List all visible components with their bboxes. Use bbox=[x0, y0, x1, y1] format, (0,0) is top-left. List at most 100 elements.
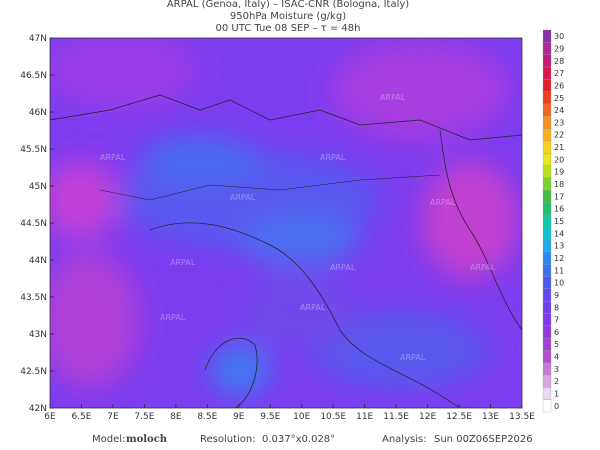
colorbar-cell bbox=[542, 165, 552, 179]
colorbar-cell bbox=[542, 66, 552, 80]
colorbar-cell bbox=[542, 153, 552, 166]
colorbar-label: 11 bbox=[554, 266, 564, 275]
colorbar-cell bbox=[542, 190, 552, 203]
colorbar-label: 27 bbox=[554, 69, 564, 78]
watermark: ARPAL bbox=[100, 153, 126, 162]
colorbar-label: 26 bbox=[554, 81, 564, 90]
colorbar-cell bbox=[542, 399, 552, 413]
lat-label: 43N bbox=[29, 330, 47, 340]
colorbar-label: 1 bbox=[554, 390, 559, 399]
watermark: ARPAL bbox=[300, 303, 326, 312]
colorbar-cell bbox=[542, 128, 552, 142]
colorbar-cell bbox=[542, 337, 552, 351]
lon-label: 7.5E bbox=[134, 412, 154, 422]
colorbar-label: 29 bbox=[554, 44, 564, 53]
lat-label: 44N bbox=[29, 256, 47, 266]
colorbar-cell bbox=[542, 387, 552, 400]
lon-label: 6.5E bbox=[71, 412, 91, 422]
colorbar-label: 9 bbox=[554, 291, 559, 300]
colorbar-label: 13 bbox=[554, 242, 564, 251]
lon-label: 12E bbox=[419, 412, 436, 422]
watermark: ARPAL bbox=[470, 263, 496, 272]
colorbar-label: 23 bbox=[554, 118, 564, 127]
colorbar-cell bbox=[542, 116, 552, 129]
colorbar-cell bbox=[542, 140, 552, 154]
colorbar-cell bbox=[542, 276, 552, 289]
colorbar-label: 28 bbox=[554, 57, 564, 66]
colorbar-label: 20 bbox=[554, 155, 564, 164]
colorbar-label: 25 bbox=[554, 94, 564, 103]
lon-label: 9E bbox=[233, 412, 245, 422]
lon-label: 11E bbox=[356, 412, 373, 422]
lat-label: 46N bbox=[29, 108, 47, 118]
colorbar-label: 10 bbox=[554, 279, 564, 288]
colorbar-cell bbox=[542, 251, 552, 265]
lat-label: 46.5N bbox=[20, 71, 47, 81]
colorbar-label: 6 bbox=[554, 328, 559, 337]
colorbar-label: 19 bbox=[554, 168, 564, 177]
lon-label: 12.5E bbox=[446, 412, 472, 422]
colorbar-label: 0 bbox=[554, 402, 559, 411]
lat-label: 42N bbox=[29, 404, 47, 414]
footer-value: Sun 00Z06SEP2026 bbox=[434, 434, 533, 445]
colorbar-label: 7 bbox=[554, 316, 559, 325]
watermark: ARPAL bbox=[330, 263, 356, 272]
lon-label: 13E bbox=[482, 412, 499, 422]
header-line: 950hPa Moisture (g/kg) bbox=[230, 11, 346, 22]
lat-label: 43.5N bbox=[20, 293, 47, 303]
footer-label: Analysis: bbox=[382, 434, 427, 445]
colorbar-label: 2 bbox=[554, 377, 559, 386]
colorbar-label: 5 bbox=[554, 340, 559, 349]
colorbar-cell bbox=[542, 79, 552, 92]
moisture-field bbox=[50, 38, 522, 408]
colorbar-cell bbox=[542, 325, 552, 339]
lon-label: 13.5E bbox=[509, 412, 535, 422]
colorbar-label: 16 bbox=[554, 205, 564, 214]
lat-label: 45N bbox=[29, 182, 47, 192]
lon-label: 6E bbox=[44, 412, 56, 422]
lon-label: 10.5E bbox=[320, 412, 346, 422]
colorbar-label: 17 bbox=[554, 192, 564, 201]
watermark: ARPAL bbox=[160, 313, 186, 322]
colorbar-cell bbox=[542, 54, 552, 68]
lon-label: 8.5E bbox=[197, 412, 217, 422]
colorbar-label: 24 bbox=[554, 106, 564, 115]
colorbar-cell bbox=[542, 374, 552, 388]
header-line: 00 UTC Tue 08 SEP – τ = 48h bbox=[216, 23, 361, 34]
colorbar-label: 3 bbox=[554, 365, 559, 374]
lat-label: 47N bbox=[29, 34, 47, 44]
colorbar-cell bbox=[542, 350, 552, 363]
watermark: ARPAL bbox=[320, 153, 346, 162]
colorbar-cell bbox=[542, 227, 552, 240]
footer-label: Model: bbox=[92, 434, 125, 445]
watermark: ARPAL bbox=[170, 258, 196, 267]
lon-label: 9.5E bbox=[260, 412, 280, 422]
colorbar-label: 18 bbox=[554, 180, 564, 189]
colorbar-cell bbox=[542, 362, 552, 376]
colorbar-cell bbox=[542, 29, 552, 43]
lon-label: 7E bbox=[107, 412, 119, 422]
watermark: ARPAL bbox=[380, 93, 406, 102]
lon-label: 10E bbox=[293, 412, 310, 422]
colorbar-label: 30 bbox=[554, 32, 564, 41]
colorbar-label: 15 bbox=[554, 217, 564, 226]
watermark: ARPAL bbox=[400, 353, 426, 362]
header-line: ARPAL (Genoa, Italy) – ISAC-CNR (Bologna… bbox=[167, 0, 409, 10]
colorbar-label: 12 bbox=[554, 254, 564, 263]
footer-label: Resolution: bbox=[200, 434, 256, 445]
lat-label: 42.5N bbox=[20, 367, 47, 377]
colorbar-cell bbox=[542, 214, 552, 228]
colorbar-cell bbox=[542, 103, 552, 117]
colorbar-cell bbox=[542, 202, 552, 215]
watermark: ARPAL bbox=[230, 193, 256, 202]
colorbar-label: 22 bbox=[554, 131, 564, 140]
footer-value: moloch bbox=[126, 434, 168, 445]
lat-label: 44.5N bbox=[20, 219, 47, 229]
colorbar-label: 4 bbox=[554, 353, 559, 362]
colorbar-cell bbox=[542, 263, 552, 277]
colorbar-label: 21 bbox=[554, 143, 564, 152]
watermark: ARPAL bbox=[430, 198, 456, 207]
lat-label: 45.5N bbox=[20, 145, 47, 155]
colorbar-label: 14 bbox=[554, 229, 564, 238]
